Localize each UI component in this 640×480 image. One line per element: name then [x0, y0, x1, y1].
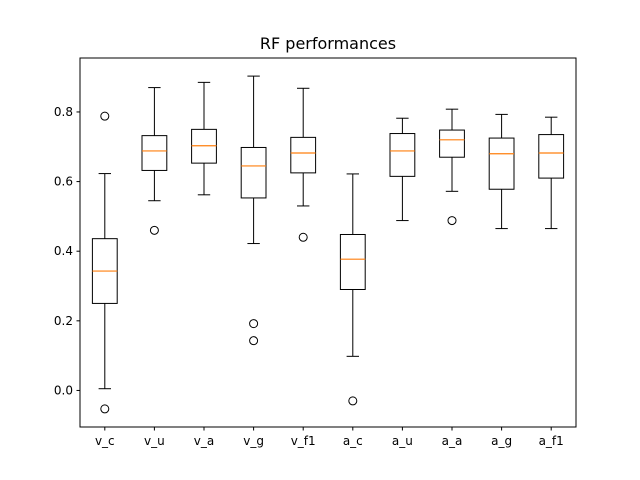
y-tick-label: 0.0: [54, 383, 73, 397]
plot-area: 0.0 0.2 0.4 0.6 0.8 v_c v_u v_a v_g v_f1 a_c a_u a_a…: [54, 75, 565, 448]
x-tick-label: v_g: [243, 434, 264, 448]
chart-title: RF performances: [260, 34, 396, 53]
outlier-point: [348, 396, 358, 406]
axes-frame: [79, 57, 577, 428]
x-tick-label: v_a: [194, 434, 214, 448]
y-tick-label: 0.8: [54, 105, 73, 119]
outlier-point: [100, 111, 110, 121]
box-iqr: [339, 233, 366, 290]
x-tick-label: a_a: [442, 434, 463, 448]
box-iqr: [240, 146, 267, 199]
box-iqr: [439, 129, 465, 158]
x-tick-label: a_u: [392, 434, 413, 448]
x-tick-label: v_u: [144, 434, 165, 448]
box-iqr: [290, 136, 317, 174]
x-tick-label: v_f1: [291, 434, 316, 448]
box-iqr: [538, 134, 565, 179]
x-tick-label: v_c: [95, 434, 115, 448]
outlier-point: [100, 404, 110, 414]
box-iqr: [488, 137, 515, 190]
x-tick-label: a_g: [491, 434, 512, 448]
box-iqr: [141, 135, 168, 171]
outlier-point: [447, 216, 457, 226]
x-tick-label: a_f1: [539, 434, 564, 448]
outlier-point: [149, 225, 159, 235]
outlier-point: [249, 336, 259, 346]
y-tick-label: 0.4: [54, 244, 73, 258]
y-tick-label: 0.2: [54, 314, 73, 328]
y-tick-label: 0.6: [54, 175, 73, 189]
x-tick-label: a_c: [343, 434, 363, 448]
outlier-point: [249, 319, 259, 329]
outlier-point: [298, 232, 308, 242]
box-iqr: [389, 133, 416, 177]
